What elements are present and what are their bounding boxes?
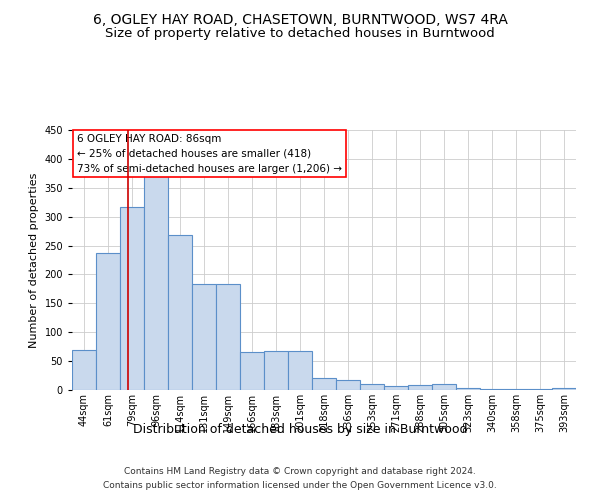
Bar	[264, 352, 288, 390]
Bar	[408, 386, 432, 390]
Bar	[480, 389, 504, 390]
Bar	[552, 388, 576, 390]
Bar	[72, 350, 96, 390]
Y-axis label: Number of detached properties: Number of detached properties	[29, 172, 39, 348]
Bar	[144, 176, 168, 390]
Bar	[456, 388, 480, 390]
Bar	[192, 284, 216, 390]
Text: 6 OGLEY HAY ROAD: 86sqm
← 25% of detached houses are smaller (418)
73% of semi-d: 6 OGLEY HAY ROAD: 86sqm ← 25% of detache…	[77, 134, 342, 173]
Bar	[504, 389, 528, 390]
Bar	[240, 352, 264, 390]
Bar	[432, 384, 456, 390]
Bar	[288, 352, 312, 390]
Bar	[216, 284, 240, 390]
Bar	[336, 380, 360, 390]
Text: Contains HM Land Registry data © Crown copyright and database right 2024.: Contains HM Land Registry data © Crown c…	[124, 468, 476, 476]
Text: 6, OGLEY HAY ROAD, CHASETOWN, BURNTWOOD, WS7 4RA: 6, OGLEY HAY ROAD, CHASETOWN, BURNTWOOD,…	[92, 12, 508, 26]
Bar	[312, 378, 336, 390]
Bar	[384, 386, 408, 390]
Text: Size of property relative to detached houses in Burntwood: Size of property relative to detached ho…	[105, 28, 495, 40]
Bar	[120, 208, 144, 390]
Text: Contains public sector information licensed under the Open Government Licence v3: Contains public sector information licen…	[103, 481, 497, 490]
Text: Distribution of detached houses by size in Burntwood: Distribution of detached houses by size …	[133, 422, 467, 436]
Bar	[168, 235, 192, 390]
Bar	[360, 384, 384, 390]
Bar	[96, 253, 120, 390]
